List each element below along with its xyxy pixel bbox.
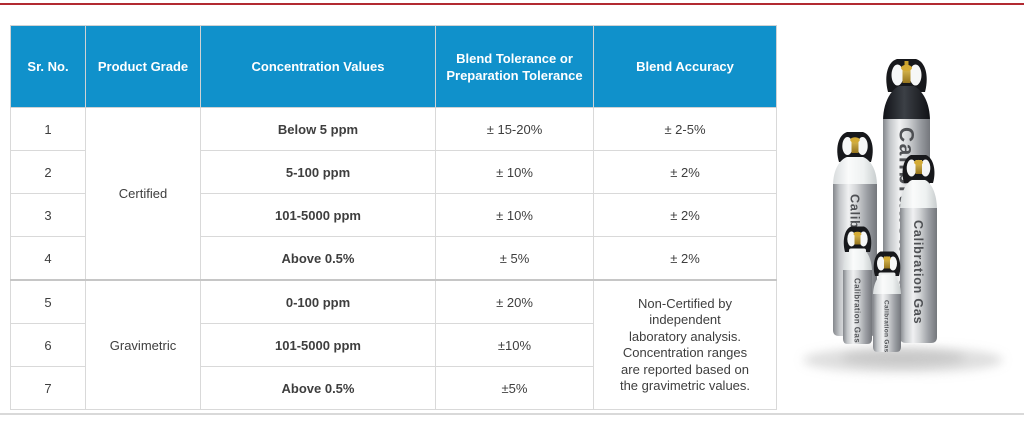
cell-tolerance-2: ± 10% <box>435 150 594 194</box>
table-row-1: 1 Certified Below 5 ppm ± 15-20% ± 2-5% <box>10 107 777 281</box>
calibration-gas-cylinders-photo: Calibration Gas Calibration Gas Calibrat… <box>803 59 1003 373</box>
cylinder-body <box>900 208 937 343</box>
cylinder-label-medium-right: Calibration Gas <box>911 220 925 324</box>
table-row-7: 7 Above 0.5% ±5% <box>10 366 777 410</box>
brass-valve-icon <box>902 66 911 83</box>
cell-sr-3: 3 <box>10 193 86 237</box>
cell-accuracy-1: ± 2-5% <box>593 107 777 151</box>
table-row-4: 4 Above 0.5% ± 5% ± 2% <box>10 236 777 281</box>
cell-sr-2: 2 <box>10 150 86 194</box>
cell-sr-4: 4 <box>10 236 86 281</box>
cell-sr-5: 5 <box>10 279 86 324</box>
cylinder-shoulder <box>900 180 937 210</box>
calibration-gas-spec-table: Sr. No. Product Grade Concentration Valu… <box>10 25 777 410</box>
cell-concentration-4: Above 0.5% <box>200 236 436 281</box>
cell-concentration-3: 101-5000 ppm <box>200 193 436 237</box>
cell-tolerance-3: ± 10% <box>435 193 594 237</box>
cell-concentration-6: 101-5000 ppm <box>200 323 436 367</box>
table-row-5: 5 Gravimetric 0-100 ppm ± 20% Non-Certif… <box>10 279 777 410</box>
brass-valve-icon <box>884 256 890 269</box>
cell-tolerance-4: ± 5% <box>435 236 594 281</box>
col-header-sr-no: Sr. No. <box>10 25 86 108</box>
brass-valve-icon <box>915 160 922 174</box>
cylinder-shoulder <box>833 157 877 186</box>
table-row-6: 6 101-5000 ppm ±10% <box>10 323 777 367</box>
cell-accuracy-note: Non-Certified by independent laboratory … <box>593 279 777 410</box>
top-rule <box>0 3 1024 5</box>
gas-cylinder-medium-right: Calibration Gas <box>900 155 937 343</box>
bottom-rule <box>0 413 1024 415</box>
cell-tolerance-7: ±5% <box>435 366 594 410</box>
cylinder-shoulder <box>873 274 901 296</box>
cylinder-label-small-left: Calibration Gas <box>853 278 862 343</box>
cell-grade-gravimetric: Gravimetric <box>85 279 201 410</box>
gas-cylinder-small-center: Calibration Gas <box>873 251 901 353</box>
cylinder-label-small-center: Calibration Gas <box>883 300 890 353</box>
cylinder-body <box>873 294 901 352</box>
table-row-3: 3 101-5000 ppm ± 10% ± 2% <box>10 193 777 237</box>
cell-accuracy-2: ± 2% <box>593 150 777 194</box>
cell-tolerance-5: ± 20% <box>435 279 594 324</box>
header-row: Sr. No. Product Grade Concentration Valu… <box>10 25 777 108</box>
cell-tolerance-6: ±10% <box>435 323 594 367</box>
cell-concentration-5: 0-100 ppm <box>200 279 436 324</box>
brass-valve-icon <box>854 232 861 245</box>
brass-valve-icon <box>851 138 859 153</box>
cylinder-shoulder <box>883 86 930 121</box>
table-row-2: 2 5-100 ppm ± 10% ± 2% <box>10 150 777 194</box>
col-header-blend-accuracy: Blend Accuracy <box>593 25 777 108</box>
col-header-product-grade: Product Grade <box>85 25 201 108</box>
col-header-blend-tolerance: Blend Tolerance or Preparation Tolerance <box>435 25 594 108</box>
col-header-concentration: Concentration Values <box>200 25 436 108</box>
cell-tolerance-1: ± 15-20% <box>435 107 594 151</box>
cylinder-body <box>843 270 872 344</box>
cell-concentration-2: 5-100 ppm <box>200 150 436 194</box>
cell-accuracy-3: ± 2% <box>593 193 777 237</box>
cell-sr-7: 7 <box>10 366 86 410</box>
cell-concentration-1: Below 5 ppm <box>200 107 436 151</box>
cylinder-shoulder <box>843 248 872 272</box>
cell-sr-6: 6 <box>10 323 86 367</box>
cell-sr-1: 1 <box>10 107 86 151</box>
cell-grade-certified: Certified <box>85 107 201 281</box>
cell-concentration-7: Above 0.5% <box>200 366 436 410</box>
cell-accuracy-4: ± 2% <box>593 236 777 281</box>
cylinders-shadow <box>803 347 1003 373</box>
gas-cylinder-small-left: Calibration Gas <box>843 226 872 344</box>
